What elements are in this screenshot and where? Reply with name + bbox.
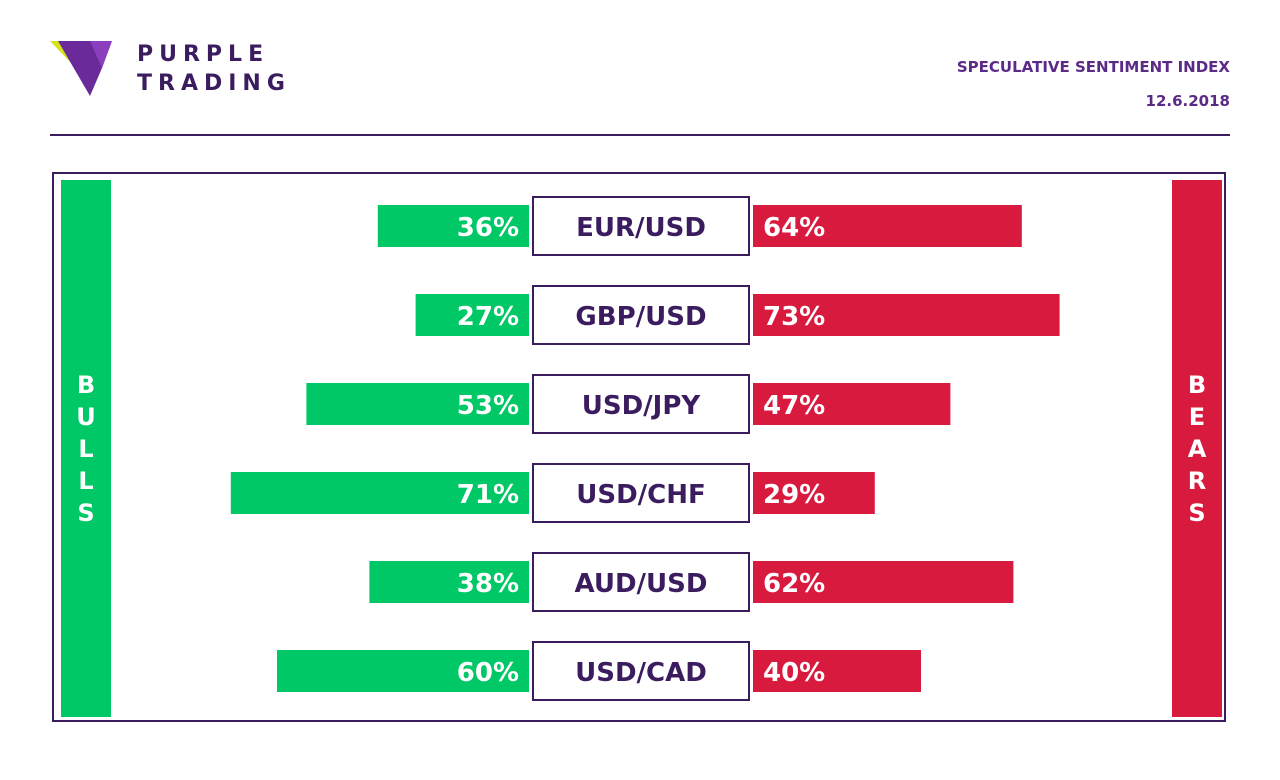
- brand-line1: PURPLE: [137, 42, 270, 67]
- bulls-bar: [415, 294, 529, 336]
- chart-frame: [52, 172, 1226, 722]
- bears-value-label: 40%: [763, 658, 825, 688]
- pair-label: EUR/USD: [576, 213, 706, 243]
- page-title: SPECULATIVE SENTIMENT INDEX: [956, 58, 1230, 76]
- bulls-side-bar: BULLS: [61, 180, 111, 717]
- pair-label: AUD/USD: [575, 569, 708, 599]
- bulls-bar: [369, 561, 529, 603]
- brand-line2: TRADING: [137, 71, 291, 96]
- bears-label: BEARS: [1187, 370, 1207, 527]
- bears-value-label: 29%: [763, 480, 825, 510]
- bears-value-label: 62%: [763, 569, 825, 599]
- bulls-value-label: 60%: [457, 658, 519, 688]
- bulls-bar: [277, 650, 529, 692]
- pair-box: [532, 285, 750, 345]
- bears-bar: [753, 650, 921, 692]
- report-date: 12.6.2018: [1145, 92, 1230, 110]
- bulls-bar: [230, 472, 530, 514]
- pair-label: USD/CHF: [576, 480, 706, 510]
- bears-bar: [753, 472, 875, 514]
- brand-logo: PURPLE TRADING: [50, 38, 320, 98]
- pair-box: [532, 463, 750, 523]
- bears-bar: [753, 205, 1022, 247]
- bulls-bar: [306, 383, 529, 425]
- pair-box: [532, 374, 750, 434]
- bears-bar: [753, 561, 1014, 603]
- pair-box: [532, 196, 750, 256]
- pair-label: USD/JPY: [582, 391, 702, 421]
- header-divider: [50, 134, 1230, 136]
- bulls-value-label: 27%: [457, 302, 519, 332]
- brand-name: PURPLE TRADING: [137, 40, 291, 98]
- bears-side-bar: BEARS: [1172, 180, 1222, 717]
- pair-box: [532, 641, 750, 701]
- bulls-label: BULLS: [76, 370, 96, 527]
- pair-label: USD/CAD: [575, 658, 707, 688]
- bulls-value-label: 36%: [457, 213, 519, 243]
- bears-value-label: 73%: [763, 302, 825, 332]
- bears-bar: [753, 294, 1060, 336]
- bulls-bar: [377, 205, 529, 247]
- pair-label: GBP/USD: [575, 302, 706, 332]
- bulls-value-label: 71%: [457, 480, 519, 510]
- pair-box: [532, 552, 750, 612]
- bears-value-label: 64%: [763, 213, 825, 243]
- bulls-value-label: 38%: [457, 569, 519, 599]
- bulls-value-label: 53%: [457, 391, 519, 421]
- purple-triangle-logo-icon: [50, 41, 112, 96]
- bears-bar: [753, 383, 951, 425]
- bears-value-label: 47%: [763, 391, 825, 421]
